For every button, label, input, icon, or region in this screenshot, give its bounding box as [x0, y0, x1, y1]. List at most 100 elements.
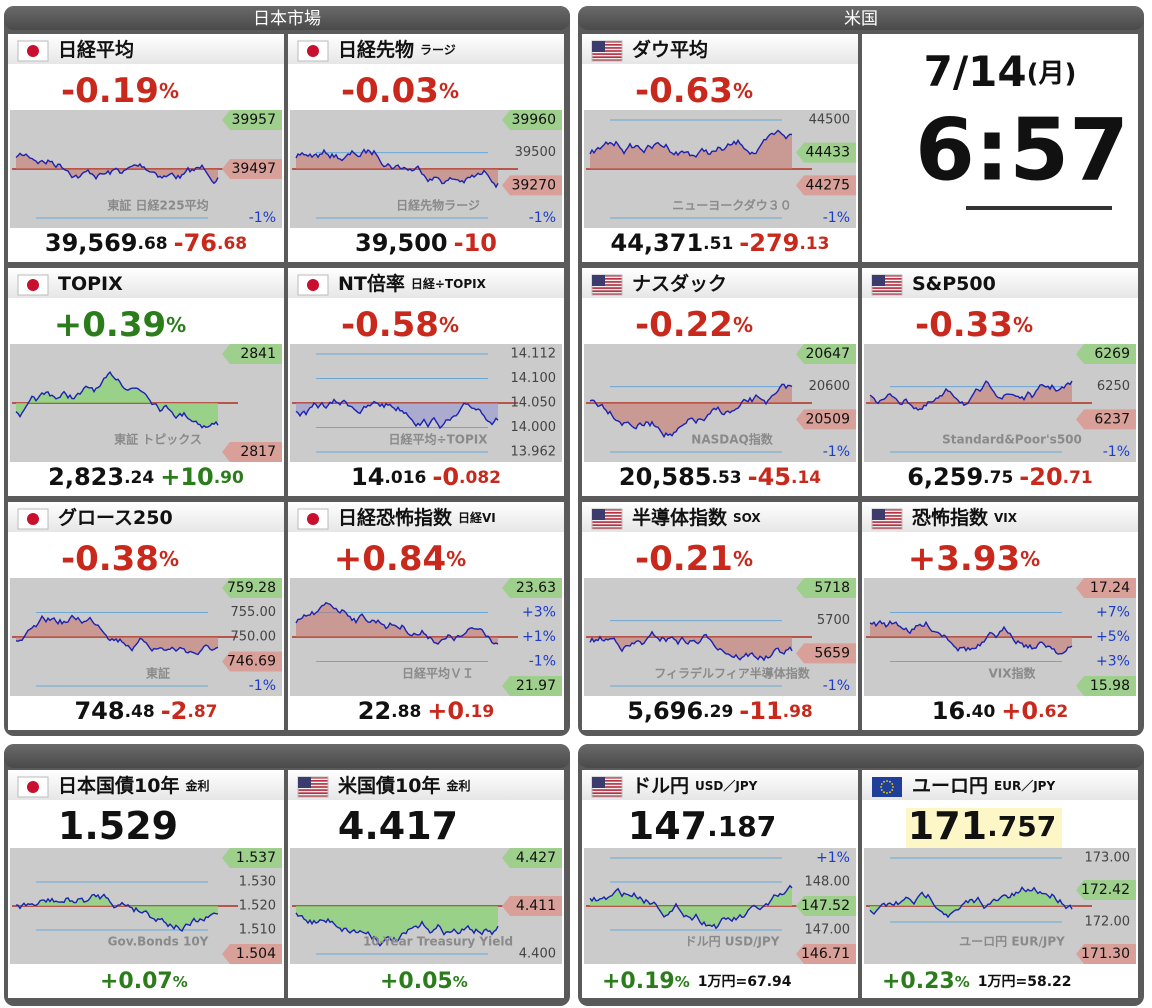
axis-label: 20600	[809, 379, 850, 394]
card-title: 半導体指数 SOX	[632, 506, 761, 529]
quote-card: ユーロ円 EUR／JPY 171.757 ユーロ円 EUR/JPY 173.00 172.…	[862, 770, 1138, 998]
axis-label: 759.28	[227, 580, 276, 596]
axis-label: 147.52	[801, 898, 850, 914]
axis-label: -1%	[249, 210, 276, 226]
flag	[591, 274, 623, 296]
watermark: NASDAQ指数	[691, 432, 773, 447]
axis-label: 147.00	[805, 923, 851, 938]
label-tag	[222, 442, 282, 462]
card-header	[288, 502, 564, 532]
change-pct: -0.22%	[635, 305, 753, 345]
label-tag	[1076, 344, 1136, 364]
panel-header	[4, 744, 570, 768]
watermark: 東証	[146, 666, 170, 681]
price: 2,823.24 +10.90	[48, 463, 244, 491]
chart-line	[15, 152, 219, 185]
time: 6:57	[915, 100, 1129, 200]
change-pct: +3.93%	[908, 539, 1040, 579]
axis-label: 44433	[805, 145, 850, 161]
axis-label: 2841	[240, 346, 276, 362]
card-header	[288, 34, 564, 64]
axis-label: -1%	[249, 678, 276, 694]
flag	[297, 508, 329, 530]
card-title: NT倍率 日経÷TOPIX	[338, 272, 487, 295]
flag	[17, 274, 49, 296]
quote-card: 日本国債10年 金利 1.529 Gov.Bonds 10Y 1.537 1.530 1.5…	[8, 770, 284, 998]
change-pct: -0.63%	[635, 71, 753, 111]
watermark: 10-Year Treasury Yield	[363, 935, 513, 949]
axis-label: 14.050	[511, 396, 557, 411]
axis-label: 17.24	[1090, 580, 1130, 596]
card-header	[288, 268, 564, 298]
axis-label: 172.42	[1081, 882, 1130, 898]
card-header	[862, 268, 1138, 298]
label-tag	[796, 578, 856, 598]
label-tag	[796, 175, 856, 196]
watermark: ドル円 USD/JPY	[685, 935, 780, 949]
watermark: ニューヨークダウ３０	[672, 198, 792, 213]
axis-label: +1%	[522, 629, 556, 645]
label-tag	[502, 175, 562, 196]
chart-fill	[16, 153, 218, 184]
change-pct: +0.07%	[100, 969, 188, 994]
card-title: S&P500	[912, 273, 996, 295]
axis-label: -1%	[529, 654, 556, 670]
chart-fill	[296, 149, 498, 188]
axis-label: 172.00	[1085, 915, 1131, 930]
axis-label: 4.411	[516, 898, 556, 914]
label-tag	[222, 344, 282, 364]
card-header	[582, 502, 858, 532]
change-pct: -0.38%	[61, 539, 179, 579]
quote-card: TOPIX +0.39% 東証 トピックス 2841 2817 2,823.24 +10.9…	[8, 268, 284, 496]
label-tag	[796, 643, 856, 664]
underline	[966, 206, 1112, 210]
flag	[297, 40, 329, 62]
chart-fill	[296, 602, 498, 645]
value: 4.417	[338, 804, 458, 848]
card-title: ユーロ円 EUR／JPY	[912, 775, 1055, 797]
axis-label: 4.400	[519, 947, 556, 962]
card-title: ナスダック	[632, 272, 727, 295]
chart-fill	[296, 906, 498, 946]
panel-header	[578, 6, 1144, 30]
label-tag	[222, 110, 282, 130]
card-header	[582, 34, 858, 64]
flag	[591, 40, 623, 62]
panel-header	[4, 6, 570, 30]
change-pct: +0.23% 1万円=58.22	[882, 969, 1072, 994]
price: 16.40 +0.62	[932, 697, 1068, 725]
chart-line	[589, 884, 793, 930]
watermark: 東証 日経225平均	[107, 198, 208, 213]
chart-line	[295, 398, 499, 430]
axis-label: +1%	[816, 850, 850, 866]
chart-line	[15, 614, 219, 656]
watermark: フィラデルフィア半導体指数	[654, 666, 811, 681]
label-tag	[1076, 409, 1136, 430]
flag	[872, 777, 902, 797]
change-pct: -0.58%	[341, 305, 459, 345]
label-tag	[222, 944, 282, 964]
label-tag	[1076, 944, 1136, 964]
price: 39,500 -10	[355, 229, 497, 257]
quote-card: ナスダック -0.22% NASDAQ指数 20647 20600 20509 -1%20,…	[582, 268, 858, 496]
axis-label: 1.510	[239, 923, 276, 938]
axis-label: 2817	[240, 444, 276, 460]
axis-label: 1.537	[236, 850, 276, 866]
value: 171.757	[908, 804, 1056, 848]
chart-line	[295, 601, 499, 645]
card-title: 米国債10年 金利	[338, 774, 470, 797]
label-tag	[796, 344, 856, 364]
label-tag	[796, 944, 856, 964]
chart-fill	[590, 885, 792, 929]
chart-line	[15, 893, 219, 933]
chart-line	[869, 619, 1073, 655]
panel-title: 米国	[844, 9, 878, 29]
axis-label: 755.00	[231, 605, 277, 620]
price: 20,585.53 -45.14	[619, 463, 821, 491]
axis-label: 1.504	[236, 946, 276, 962]
chart-fill	[16, 894, 218, 931]
quote-card: NT倍率 日経÷TOPIX -0.58% 日経平均÷TOPIX 14.112 14.100…	[288, 268, 564, 496]
axis-label: 13.962	[511, 445, 557, 460]
value: 147.187	[628, 804, 776, 848]
card-header	[862, 770, 1138, 800]
